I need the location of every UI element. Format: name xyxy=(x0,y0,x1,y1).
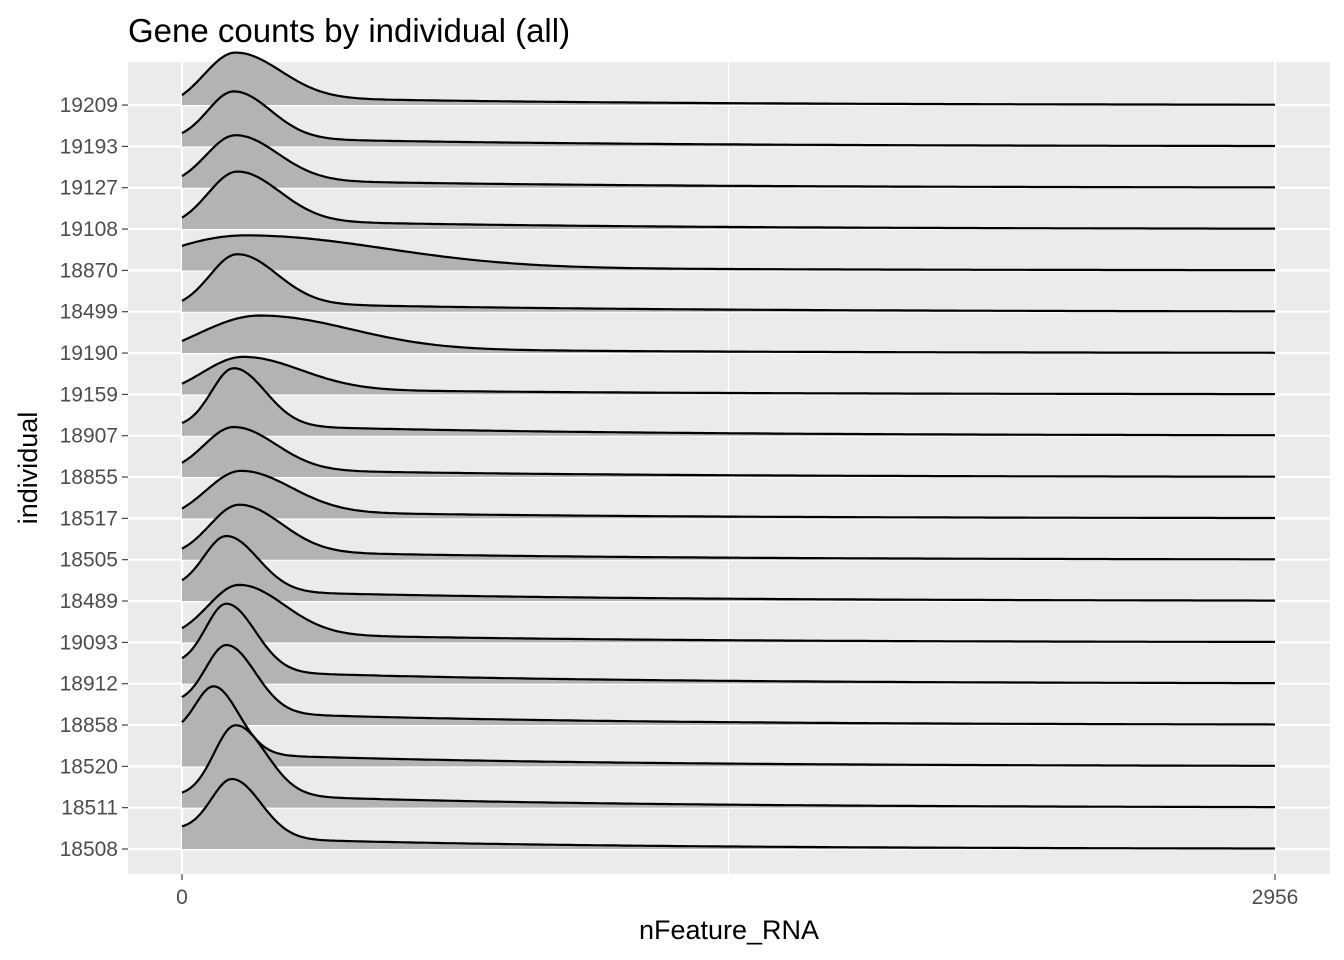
ridge-line-19127 xyxy=(181,134,1276,189)
y-tick-label: 19093 xyxy=(60,631,118,654)
ridge-area-19159 xyxy=(182,356,1275,395)
ridge-area-18489 xyxy=(182,536,1275,602)
y-tick-label: 18855 xyxy=(60,466,118,489)
ridge-area-19127 xyxy=(182,135,1275,188)
ridge-line-19190 xyxy=(181,314,1276,354)
ridge-line-18520 xyxy=(181,685,1275,767)
ridge-line-19108 xyxy=(181,170,1275,230)
y-tick-label: 19127 xyxy=(60,177,118,200)
y-tick-label: 18511 xyxy=(61,797,118,820)
ridge-line-18870 xyxy=(181,234,1275,272)
ridge-line-18912 xyxy=(181,602,1275,685)
ridge-area-18511 xyxy=(182,725,1275,808)
y-tick-label: 18912 xyxy=(60,673,118,696)
y-tick-label: 19108 xyxy=(60,218,118,241)
ridge-area-19190 xyxy=(182,315,1275,354)
x-tick-label: 0 xyxy=(176,886,188,909)
ridge-area-18517 xyxy=(182,470,1275,519)
y-tick-label: 19209 xyxy=(60,94,118,117)
ridge-line-18907 xyxy=(181,367,1275,437)
ridge-area-18870 xyxy=(182,235,1275,271)
ridge-area-18912 xyxy=(182,603,1275,684)
ridge-line-18505 xyxy=(181,503,1275,561)
y-tick-label: 18520 xyxy=(60,755,118,778)
ridge-line-19209 xyxy=(181,51,1275,106)
ridge-area-19193 xyxy=(182,91,1275,147)
y-tick-label: 18517 xyxy=(60,507,118,530)
y-tick-label: 18505 xyxy=(60,549,118,572)
ridge-line-18508 xyxy=(181,777,1275,850)
x-tick-label: 2956 xyxy=(1252,886,1299,909)
ridge-line-18855 xyxy=(181,425,1275,478)
ridge-line-18858 xyxy=(181,643,1276,726)
ridge-line-18517 xyxy=(181,469,1275,520)
y-tick-label: 19193 xyxy=(60,135,118,158)
y-axis: 18508 18511 18520 18858 18912 19093 18489 18505… xyxy=(60,94,128,861)
x-axis-title: nFeature_RNA xyxy=(639,915,819,945)
ridge-area-18907 xyxy=(182,368,1275,436)
y-tick-label: 18907 xyxy=(60,425,118,448)
y-tick-label: 19159 xyxy=(60,383,118,406)
ridge-area-18499 xyxy=(182,254,1275,312)
ridge-line-18499 xyxy=(181,253,1275,313)
y-axis-title: individual xyxy=(13,412,43,525)
y-tick-label: 18508 xyxy=(60,838,118,861)
ridge-line-19093 xyxy=(181,583,1275,643)
x-axis: 0 2956 xyxy=(176,874,1298,909)
y-tick-label: 19190 xyxy=(60,342,118,365)
ridge-area-18858 xyxy=(182,645,1275,726)
ridge-line-18489 xyxy=(181,534,1275,602)
ridge-line-18511 xyxy=(181,724,1275,809)
y-tick-label: 18489 xyxy=(60,590,118,613)
ridge-area-18505 xyxy=(182,504,1275,560)
ridge-area-19209 xyxy=(182,52,1275,106)
ridge-area-18855 xyxy=(182,427,1275,478)
ridge-area-19108 xyxy=(182,171,1275,230)
ridge-area-19093 xyxy=(182,584,1275,643)
ridges xyxy=(181,51,1276,850)
chart-title: Gene counts by individual (all) xyxy=(128,12,570,49)
ridge-area-18508 xyxy=(182,779,1275,849)
y-tick-label: 18870 xyxy=(60,259,118,282)
y-tick-label: 18858 xyxy=(60,714,118,737)
ridge-line-19159 xyxy=(181,355,1275,396)
ridge-line-19193 xyxy=(181,90,1275,148)
ridge-area-18520 xyxy=(182,686,1275,767)
y-tick-label: 18499 xyxy=(60,301,118,324)
